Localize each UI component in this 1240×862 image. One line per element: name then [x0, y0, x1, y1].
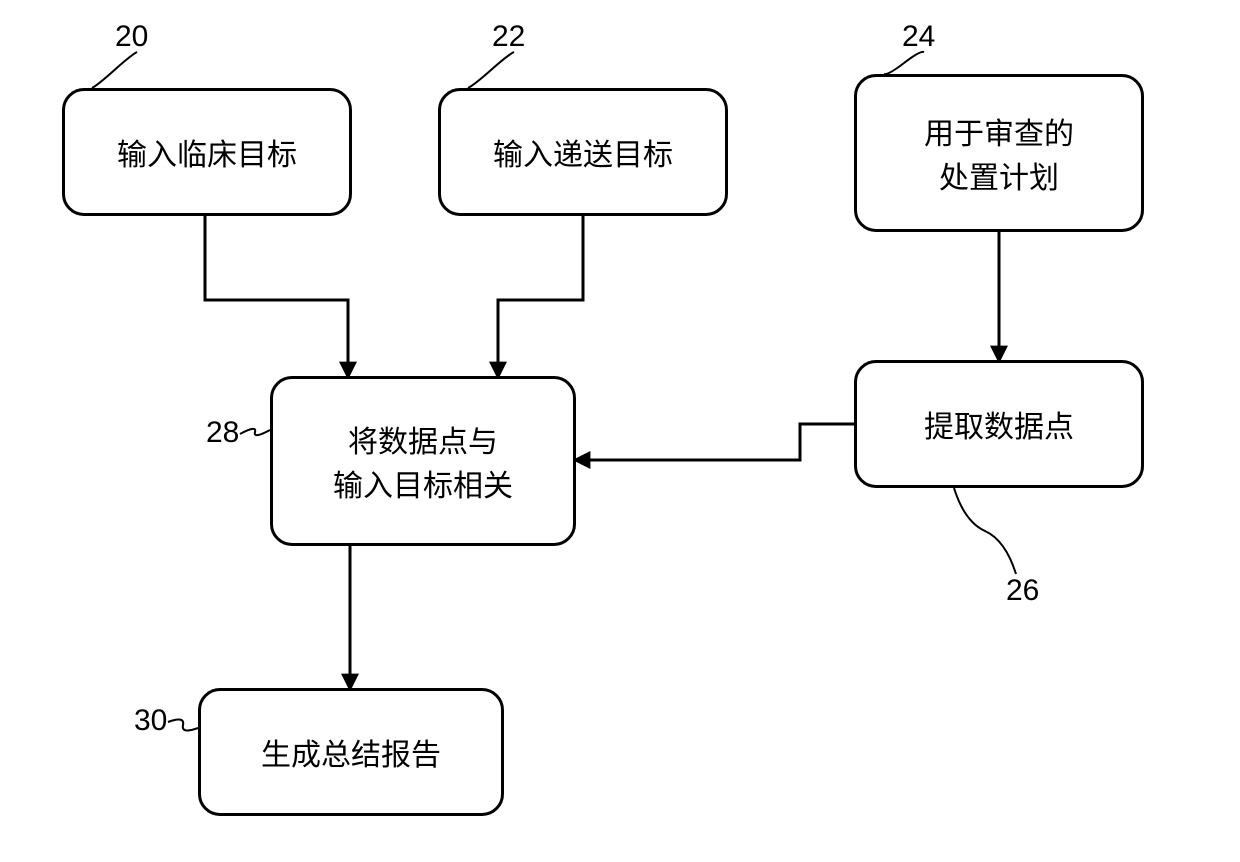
ref-label-22: 22: [492, 20, 525, 54]
node-n30: 生成总结报告: [198, 688, 504, 816]
ref-label-24: 24: [902, 20, 935, 54]
edge: [205, 216, 348, 376]
node-n26: 提取数据点: [854, 360, 1144, 488]
node-n22: 输入递送目标: [438, 88, 728, 216]
edge: [576, 424, 854, 460]
ref-label-26: 26: [1006, 574, 1039, 608]
edge: [498, 216, 583, 376]
ref-tail-20: [92, 52, 137, 88]
ref-label-30: 30: [134, 704, 167, 738]
ref-tail-24: [884, 52, 924, 74]
diagram-stage: 输入临床目标输入递送目标用于审查的 处置计划提取数据点 将数据点与 输入目标相关生…: [0, 0, 1240, 862]
node-n20: 输入临床目标: [62, 88, 352, 216]
ref-tail-28: [240, 429, 270, 435]
node-n28: 将数据点与 输入目标相关: [270, 376, 576, 546]
ref-tail-26: [954, 488, 1016, 574]
ref-label-28: 28: [206, 416, 239, 450]
ref-tail-30: [168, 720, 198, 731]
ref-label-20: 20: [115, 20, 148, 54]
ref-tail-22: [468, 52, 514, 88]
node-n24: 用于审查的 处置计划: [854, 74, 1144, 232]
